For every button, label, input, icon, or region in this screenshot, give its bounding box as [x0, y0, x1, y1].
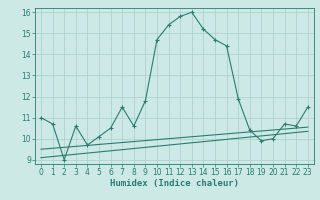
X-axis label: Humidex (Indice chaleur): Humidex (Indice chaleur): [110, 179, 239, 188]
